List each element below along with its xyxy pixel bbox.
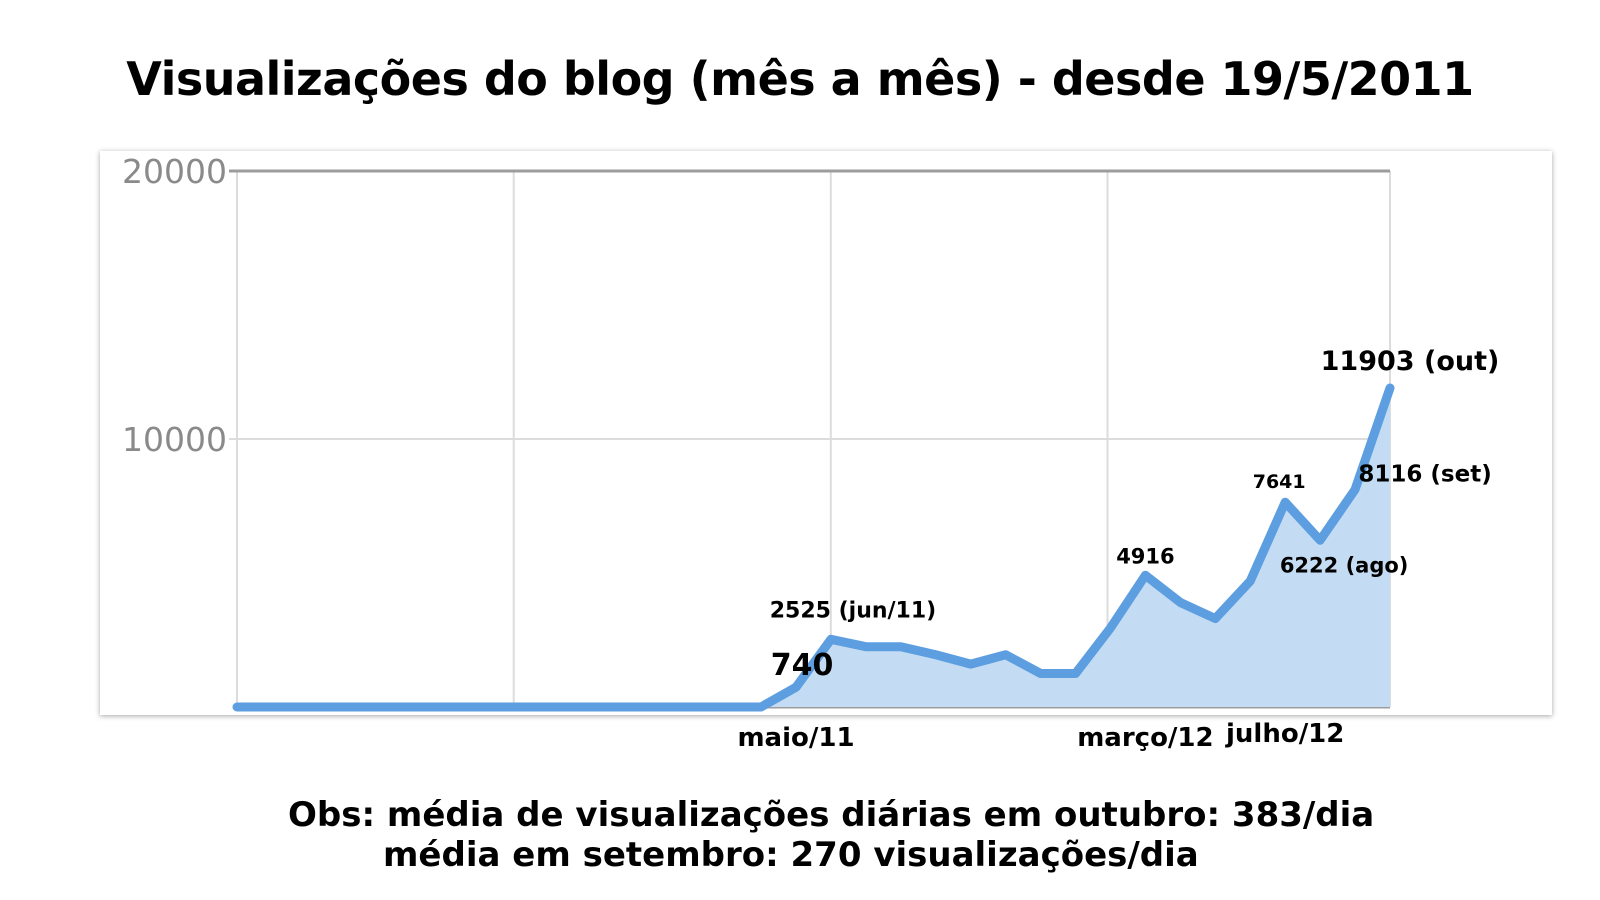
data-label: 4916 <box>1116 544 1174 568</box>
x-tick-label: julho/12 <box>1225 719 1344 749</box>
data-label: 6222 (ago) <box>1280 553 1409 577</box>
area-layer <box>232 383 1395 712</box>
series-line <box>232 383 1395 712</box>
annotation-layer: 740 2525 (jun/11) 4916 7641 6222 (ago) 8116 (… <box>770 346 1500 683</box>
data-label: 11903 (out) <box>1321 346 1500 377</box>
x-label-layer: maio/11 março/12 julho/12 <box>737 719 1344 753</box>
data-label: 7641 <box>1253 471 1306 493</box>
chart-title: Visualizações do blog (mês a mês) - desd… <box>126 52 1474 106</box>
series-area <box>237 387 1390 707</box>
y-tick-label: 10000 <box>122 420 227 459</box>
x-tick-label: março/12 <box>1077 723 1213 753</box>
data-label: 740 <box>771 648 834 683</box>
note-line-2: média em setembro: 270 visualizações/dia <box>383 835 1199 875</box>
y-tick-label: 20000 <box>122 152 227 191</box>
data-label: 2525 (jun/11) <box>770 598 937 623</box>
note-line-1: Obs: média de visualizações diárias em o… <box>288 795 1375 835</box>
x-tick-label: maio/11 <box>737 723 854 753</box>
data-label: 8116 (set) <box>1358 461 1491 487</box>
